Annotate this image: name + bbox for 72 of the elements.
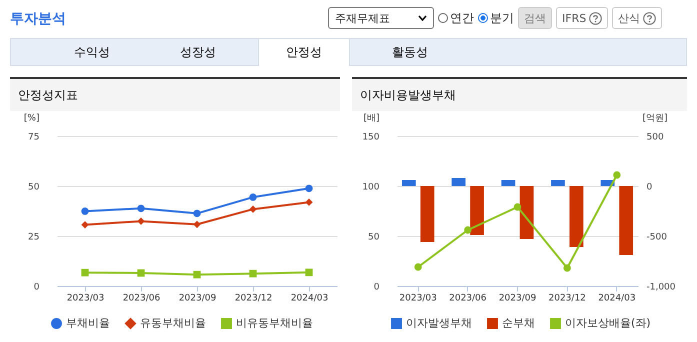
point (249, 270, 257, 278)
y-tick-label: 75 (28, 132, 40, 142)
point (514, 203, 522, 211)
legend-label: 이자보상배율(좌) (565, 316, 651, 330)
y-axis-title: [%] (24, 114, 40, 124)
text: IFRS (562, 12, 586, 24)
point (81, 221, 89, 229)
x-tick-label: 2023/03 (66, 294, 104, 304)
legend-label: 유동부채비율 (140, 316, 206, 330)
text: 연간 (450, 10, 474, 26)
legend-label: 비유동부채비율 (236, 316, 313, 330)
y2-tick-label: 500 (646, 132, 664, 142)
point (137, 217, 145, 225)
x-tick-label: 2023/03 (399, 294, 437, 304)
bar (619, 186, 634, 255)
x-tick-label: 2023/06 (122, 294, 160, 304)
point (613, 171, 621, 179)
point (81, 268, 89, 276)
point (249, 205, 257, 213)
point (193, 270, 201, 278)
y-tick-label: 100 (362, 182, 380, 192)
point (464, 226, 472, 234)
bar (551, 180, 565, 186)
y-tick-label: 50 (28, 182, 40, 192)
x-tick-label: 2024/03 (598, 294, 636, 304)
y-tick-label: 0 (374, 282, 380, 292)
y2-tick-label: 0 (646, 182, 652, 192)
text: 성장성 (179, 44, 217, 60)
text: 검색 (518, 7, 552, 29)
legend-label: 이자발생부채 (406, 316, 472, 330)
point (563, 264, 571, 272)
bar (520, 186, 534, 239)
y2-axis-title: [억원] (642, 114, 668, 124)
y-axis-title: [배] (363, 114, 380, 124)
legend-label: 순부채 (502, 316, 535, 330)
dropdown-field: 주재무제표 (328, 7, 434, 29)
bar (470, 186, 484, 235)
point (249, 194, 257, 201)
x-tick-label: 2023/06 (449, 294, 487, 304)
y-tick-label: 25 (28, 232, 40, 242)
bar (452, 178, 466, 186)
text: 산식 (618, 10, 640, 26)
x-tick-label: 2023/09 (498, 294, 536, 304)
point (305, 184, 313, 192)
text: 투자분석 (10, 10, 66, 28)
point (305, 198, 313, 206)
bar (501, 180, 516, 186)
chart-title: 안정성지표 (10, 79, 340, 112)
point (193, 210, 201, 218)
x-tick-label: 2023/12 (548, 294, 586, 304)
x-tick-label: 2024/03 (290, 294, 328, 304)
point (414, 263, 422, 271)
y-tick-label: 150 (362, 132, 380, 142)
point (305, 268, 313, 276)
bar (570, 186, 584, 247)
text: 활동성 (391, 44, 429, 60)
text: 분기 (490, 10, 514, 26)
point (137, 204, 145, 212)
x-tick-label: 2023/12 (234, 294, 272, 304)
y-tick-label: 0 (34, 282, 40, 292)
legend-label: 부채비율 (66, 316, 110, 330)
x-tick-label: 2023/09 (178, 294, 216, 304)
y2-tick-label: -500 (646, 232, 668, 242)
bar (420, 186, 434, 242)
y2-tick-label: -1,000 (646, 282, 676, 292)
y-tick-label: 50 (368, 232, 380, 242)
bar (402, 180, 416, 186)
chart-title: 이자비용발생부채 (352, 79, 687, 112)
point (81, 208, 89, 215)
point (193, 220, 201, 228)
text: 안정성 (258, 38, 350, 66)
text: 수익성 (73, 44, 111, 60)
